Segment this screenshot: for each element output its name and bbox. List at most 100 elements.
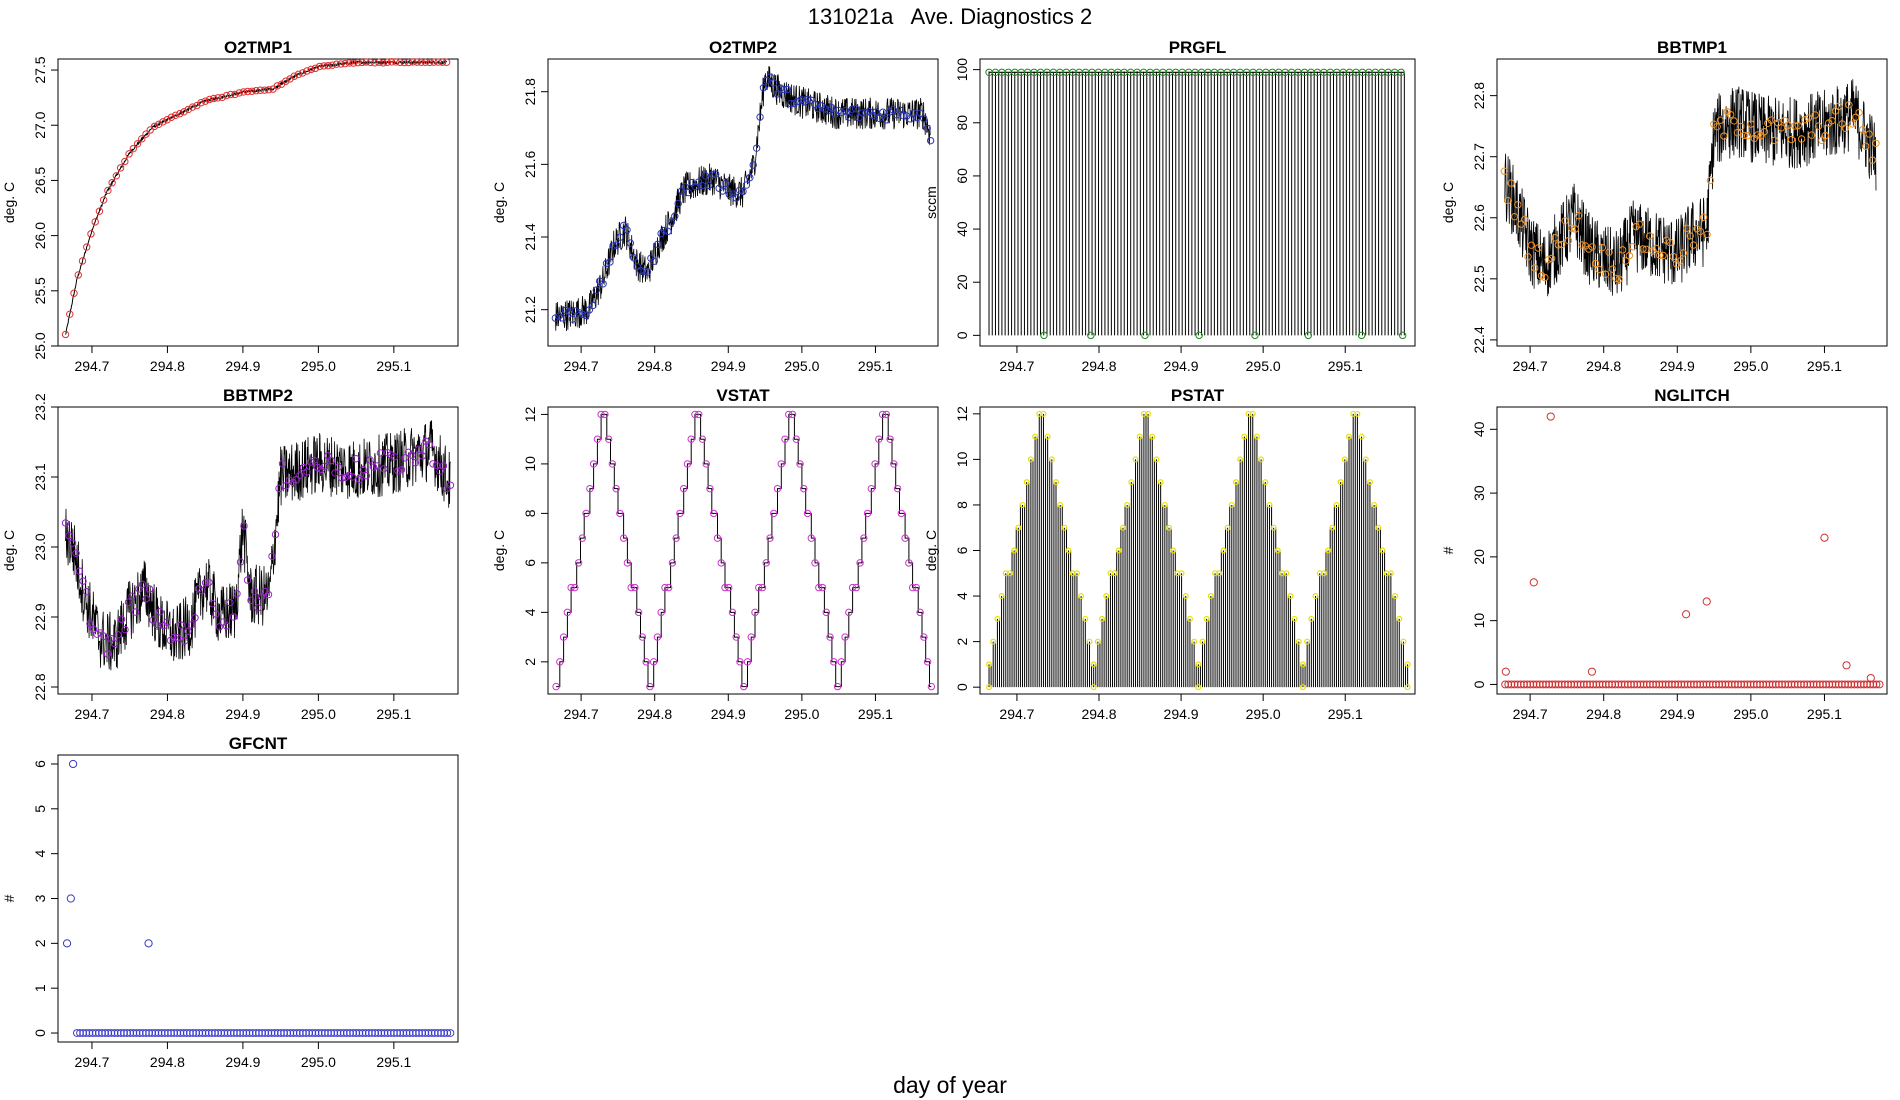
- data-point: [298, 69, 307, 77]
- data-point: [446, 1029, 455, 1037]
- data-point: [229, 1029, 238, 1037]
- data-point: [1379, 547, 1386, 554]
- data-point: [1844, 680, 1853, 689]
- x-tick-label: 295.0: [1733, 358, 1768, 374]
- x-tick-label: 294.8: [1081, 358, 1116, 374]
- data-point: [762, 559, 770, 567]
- data-point: [1574, 212, 1583, 220]
- data-point: [1019, 501, 1026, 508]
- data-point: [1811, 111, 1819, 119]
- data-point: [1283, 570, 1290, 577]
- data-point: [1743, 680, 1752, 689]
- data-point: [362, 58, 370, 66]
- data-point: [1333, 501, 1340, 508]
- data-point: [848, 105, 856, 113]
- data-point: [352, 455, 360, 463]
- data-point: [374, 1029, 383, 1037]
- data-point: [283, 1029, 292, 1037]
- data-point: [1132, 456, 1139, 463]
- panel-title: NGLITCH: [1654, 386, 1730, 405]
- data-point: [429, 460, 437, 468]
- data-point: [328, 61, 337, 69]
- y-tick-label: 22.7: [1471, 143, 1487, 170]
- data-point: [294, 70, 303, 79]
- x-tick-label: 294.8: [1586, 358, 1621, 374]
- data-point: [1027, 456, 1034, 463]
- data-point: [653, 633, 662, 641]
- data-point: [1316, 570, 1323, 577]
- data-point: [1568, 224, 1576, 232]
- data-point: [841, 633, 849, 641]
- data-point: [1576, 680, 1585, 689]
- data-point: [1048, 456, 1055, 463]
- data-point: [867, 484, 876, 493]
- data-point: [390, 1029, 398, 1037]
- data-point: [302, 1029, 310, 1037]
- data-point: [1128, 479, 1135, 486]
- data-point: [841, 107, 850, 115]
- data-point: [82, 587, 91, 596]
- data-point: [1320, 570, 1327, 577]
- y-axis-label: sccm: [923, 186, 939, 219]
- data-point: [330, 1029, 339, 1037]
- y-tick-label: 27.5: [32, 56, 48, 83]
- data-point: [800, 484, 808, 493]
- y-tick-label: 0: [954, 683, 970, 691]
- data-point: [636, 266, 645, 275]
- data-point: [646, 682, 654, 691]
- data-point: [1708, 680, 1717, 689]
- data-point: [197, 99, 205, 107]
- data-point: [1629, 243, 1637, 251]
- y-axis-label: deg. C: [491, 530, 507, 571]
- x-tick-label: 294.8: [150, 358, 185, 374]
- data-point: [1608, 680, 1617, 689]
- x-tick-label: 295.0: [301, 358, 336, 374]
- data-point: [1686, 232, 1694, 240]
- data-point: [822, 608, 830, 617]
- data-point: [120, 1029, 128, 1037]
- data-point: [271, 530, 280, 539]
- data-point: [721, 583, 729, 592]
- data-point: [807, 534, 815, 542]
- data-point: [126, 1029, 135, 1037]
- data-point: [1561, 217, 1569, 225]
- data-point: [436, 467, 444, 475]
- data-point: [701, 172, 710, 180]
- data-point: [110, 1029, 119, 1037]
- panel-o2tmp1: O2TMP1 deg. C 25.0 25.5 26.0 26.5 27.0 27.5 294.…: [1, 38, 459, 374]
- panel-title: BBTMP2: [223, 386, 293, 405]
- data-point: [354, 58, 362, 67]
- data-point: [1775, 680, 1783, 689]
- data-point: [752, 144, 761, 152]
- y-tick-label: 26.5: [32, 167, 48, 194]
- data-point: [78, 257, 87, 265]
- data-point: [290, 72, 298, 80]
- data-point: [1699, 213, 1708, 221]
- data-point: [1821, 131, 1829, 140]
- data-point: [256, 86, 265, 94]
- data-point: [1620, 680, 1629, 689]
- data-point: [1674, 680, 1683, 689]
- data-point: [128, 592, 136, 600]
- data-point: [201, 1029, 210, 1037]
- data-point: [1542, 680, 1550, 689]
- data-point: [845, 608, 853, 617]
- data-point: [296, 471, 304, 479]
- data-point: [1087, 331, 1095, 340]
- data-point: [1713, 122, 1721, 131]
- data-point: [369, 463, 378, 471]
- data-point: [1720, 132, 1728, 140]
- panel-pstat: PSTAT deg. C 0 2 4 6 8 10 12 294.7 294.8 294.9 295.0…: [923, 386, 1416, 722]
- data-point: [1078, 593, 1085, 600]
- data-point: [93, 630, 101, 638]
- data-point: [214, 94, 222, 102]
- data-point: [331, 469, 339, 477]
- data-point: [383, 1029, 392, 1037]
- data-point: [226, 598, 234, 607]
- data-point: [138, 135, 146, 143]
- data-point: [123, 1029, 131, 1037]
- data-point: [1730, 680, 1739, 689]
- data-point: [1669, 252, 1677, 261]
- data-point: [217, 1029, 226, 1037]
- y-tick-label: 22.5: [1471, 265, 1487, 292]
